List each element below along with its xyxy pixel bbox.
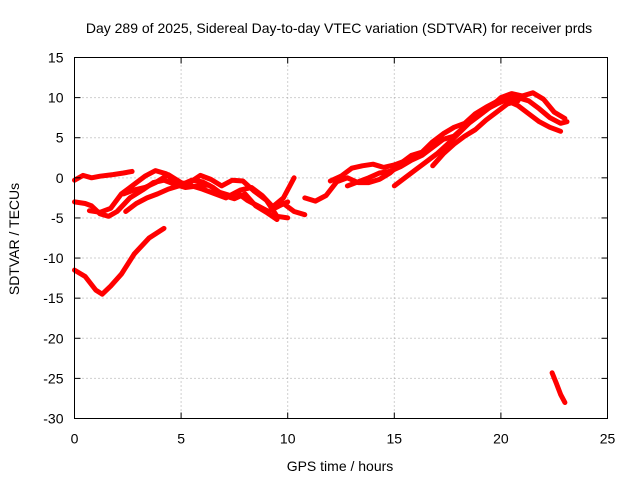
x-tick-label: 25: [600, 431, 616, 447]
y-tick-label: -25: [43, 370, 63, 386]
x-tick-label: 20: [493, 431, 509, 447]
tick-marks: [74, 57, 608, 419]
x-tick-label: 15: [387, 431, 403, 447]
plot-frame: [74, 57, 608, 419]
y-tick-label: 0: [56, 170, 64, 186]
y-tick-label: 15: [48, 50, 64, 66]
series-line-track-l: [430, 98, 521, 169]
y-axis-label: SDTVAR / TECUs: [6, 183, 22, 295]
y-tick-label: -10: [43, 250, 63, 266]
y-tick-label: -5: [51, 210, 64, 226]
y-tick-label: 5: [56, 130, 64, 146]
series-line-track-b: [72, 168, 135, 183]
x-tick-label: 5: [177, 431, 185, 447]
series-line-track-k: [391, 90, 568, 189]
series-line-track-f: [123, 177, 280, 222]
y-tick-label: 10: [48, 90, 64, 106]
x-tick-label: 10: [280, 431, 296, 447]
chart-title: Day 289 of 2025, Sidereal Day-to-day VTE…: [86, 20, 592, 36]
y-tick-label: -20: [43, 330, 63, 346]
series-layer: [72, 90, 570, 405]
y-tick-label: -15: [43, 290, 63, 306]
x-tick-labels: 0 5 10 15 20 25: [71, 431, 616, 447]
series-line-track-a: [72, 225, 167, 297]
x-tick-label: 0: [71, 431, 79, 447]
series-line-track-i: [327, 158, 408, 184]
y-tick-label: -30: [43, 411, 63, 427]
y-tick-labels: -30 -25 -20 -15 -10 -5 0 5 10 15: [43, 50, 63, 427]
series-line-track-m: [549, 370, 568, 405]
x-axis-label: GPS time / hours: [287, 458, 394, 474]
series-line-track-g: [280, 201, 308, 218]
series-line-track-h: [302, 98, 564, 204]
grid: [74, 57, 608, 419]
